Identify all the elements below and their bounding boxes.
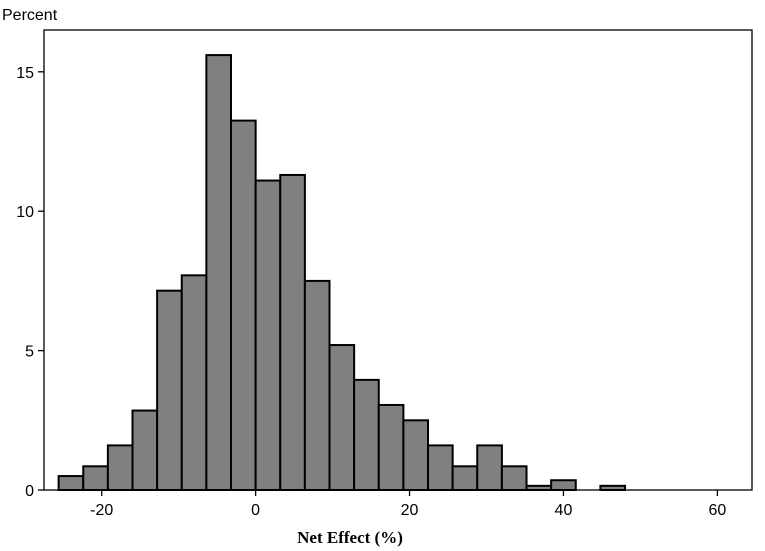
x-tick-label: 20 xyxy=(401,502,419,519)
bars-group xyxy=(57,54,627,492)
histogram-bar xyxy=(303,279,331,491)
histogram-bar xyxy=(402,419,430,492)
x-tick-label: 60 xyxy=(708,502,726,519)
y-tick-label: 10 xyxy=(16,204,34,221)
histogram-bar xyxy=(180,274,208,492)
histogram-bar xyxy=(550,479,577,492)
histogram-bar xyxy=(82,465,109,492)
histogram-bar xyxy=(156,289,183,491)
histogram-bar xyxy=(328,344,356,491)
x-axis-title: Net Effect (%) xyxy=(297,528,403,547)
histogram-bar xyxy=(57,475,85,492)
histogram-bar xyxy=(131,409,159,491)
histogram-bar xyxy=(205,54,233,491)
x-tick-label: -20 xyxy=(90,502,113,519)
plot-frame xyxy=(43,29,753,491)
histogram-bar xyxy=(106,444,134,492)
histogram-bar xyxy=(353,378,380,491)
histogram-bar xyxy=(500,465,528,492)
histogram-bar xyxy=(451,465,479,492)
x-tick-label: 0 xyxy=(251,502,260,519)
y-tick-label: 5 xyxy=(25,344,34,361)
histogram-bar xyxy=(377,403,405,491)
y-tick-label: 15 xyxy=(16,65,34,82)
histogram-bar xyxy=(279,173,306,491)
histogram-bar xyxy=(254,179,282,492)
histogram-bar xyxy=(230,119,257,492)
y-axis: 0 5 10 15 xyxy=(16,65,44,500)
histogram-bar xyxy=(476,444,503,492)
x-axis: -20 0 20 40 60 xyxy=(90,490,726,519)
y-axis-title: Percent xyxy=(2,7,58,24)
y-tick-label: 0 xyxy=(25,483,34,500)
histogram-bar xyxy=(427,444,454,492)
x-tick-label: 40 xyxy=(555,502,573,519)
